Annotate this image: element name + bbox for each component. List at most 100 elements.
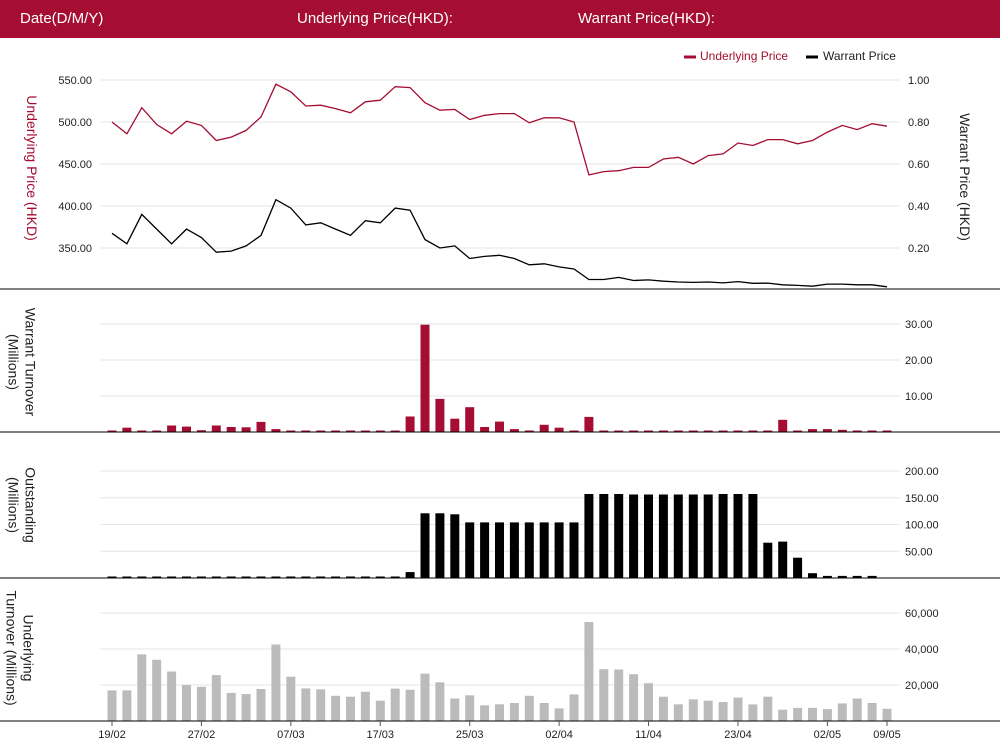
warrant-turnover-bar [241,427,251,432]
warrant-turnover-bar [182,426,191,432]
warrant-turnover-bar [599,430,609,432]
left-tick-label: 550.00 [58,75,92,87]
x-tick-label: 23/04 [724,729,752,741]
underlying-turnover-bar [748,704,758,721]
outstanding-bar [122,576,132,578]
underlying-turnover-bar [703,700,713,721]
warrant-turnover-bar [778,419,788,432]
right-tick-label: 0.60 [908,159,929,171]
outstanding-bar [211,576,221,578]
underlying-turnover-bar [226,692,236,721]
underlying-turnover-bar [524,695,534,721]
warrant-turnover-bar [733,430,743,432]
warrant-turnover-bar [688,430,698,432]
x-tick-label: 11/04 [635,729,662,741]
underlying-turnover-bar [867,703,877,721]
underlying-turnover-bar [584,622,594,721]
underlying-turnover-bar [167,671,177,721]
underlying-turnover-bar [793,707,803,721]
outstanding-bar [360,576,370,578]
underlying-turnover-bar [122,690,132,721]
underlying-turnover-bar [822,709,832,721]
left-tick-label: 450.00 [58,159,92,171]
outstanding-bar [554,522,564,578]
warrant-turnover-bar [808,429,817,432]
outstanding-bar [196,576,206,578]
underlying-turnover-bar [107,690,117,721]
warrant-turnover-bar [673,430,683,432]
right-tick-label: 0.40 [908,201,929,213]
left-tick-label: 500.00 [58,117,92,129]
underlying-turnover-bar [658,696,668,721]
outstanding-bar [331,576,341,578]
warrant-turnover-bar [301,430,311,432]
warrant-turnover-bar [852,430,862,432]
warrant-turnover-bar [435,398,445,432]
underlying-turnover-bar [360,691,370,721]
underlying-price-line [111,83,888,176]
outstanding-bar [241,576,251,578]
outstanding-bar [822,575,832,578]
underlying-turnover-bar [316,689,326,721]
underlying-turnover-bar [808,707,817,721]
warrant-turnover-bar [882,430,892,432]
underlying-turnover-bar [629,674,639,721]
underlying-turnover-bar [614,669,624,721]
warrant-turnover-bar [375,430,385,432]
warrant-turnover-tick-label: 10.00 [905,391,933,403]
outstanding-bar [495,522,504,578]
outstanding-bar [286,576,296,578]
outstanding-bar [629,494,639,578]
outstanding-bar [614,494,624,578]
underlying-turnover-bar [375,700,385,721]
legend-underlying-label: Underlying Price [700,49,788,63]
warrant-turnover-bar [703,430,713,432]
outstanding-bar [167,576,177,578]
outstanding-bar [748,494,758,578]
outstanding-bar [346,576,355,578]
warrant-turnover-bar [584,416,594,432]
warrant-turnover-axis-title: Warrant Turnover(Millions) [6,308,39,417]
outstanding-axis-title-line: (Millions) [6,477,22,533]
warrant-turnover-bar [420,324,430,432]
warrant-turnover-bar [495,421,504,432]
outstanding-bar [539,522,549,578]
underlying-turnover-bar [137,654,147,721]
underlying-turnover-bar [509,703,519,721]
x-tick-label: 02/05 [814,729,842,741]
outstanding-tick-label: 50.00 [905,546,933,558]
underlying-price-label: Underlying Price(HKD): [297,10,453,27]
outstanding-bar [152,576,162,578]
underlying-turnover-bar [211,675,221,721]
outstanding-bar [390,576,400,578]
outstanding-bar [375,576,385,578]
date-label: Date(D/M/Y) [20,10,104,27]
underlying-turnover-bar [644,683,653,721]
outstanding-bar [808,573,817,578]
warrant-turnover-bar [360,430,370,432]
left-tick-label: 350.00 [58,243,92,255]
underlying-turnover-bar [539,703,549,721]
warrant-turnover-bar [286,430,296,432]
warrant-turnover-bar [554,427,564,432]
underlying-turnover-tick-label: 60,000 [905,608,939,620]
x-tick-label: 07/03 [277,729,305,741]
x-tick-label: 19/02 [98,729,126,741]
x-tick-label: 09/05 [873,729,901,741]
outstanding-bar [688,494,698,578]
outstanding-bar [703,494,713,578]
outstanding-axis-title-line: Outstanding [23,467,39,543]
outstanding-bar [852,575,862,578]
warrant-chart: 550.00 1.00 500.00 0.80 450.00 0.60 400.00 0.40… [0,49,1000,741]
outstanding-bar [658,494,668,578]
outstanding-bar [435,513,445,578]
underlying-turnover-bar [763,696,773,721]
warrant-turnover-bar [748,430,758,432]
underlying-turnover-bar [778,709,788,721]
outstanding-bar [524,522,534,578]
outstanding-bar [837,575,847,578]
warrant-turnover-bar [196,430,206,432]
underlying-turnover-bar [882,708,892,721]
underlying-turnover-axis-title-line: Underlying [21,615,37,682]
